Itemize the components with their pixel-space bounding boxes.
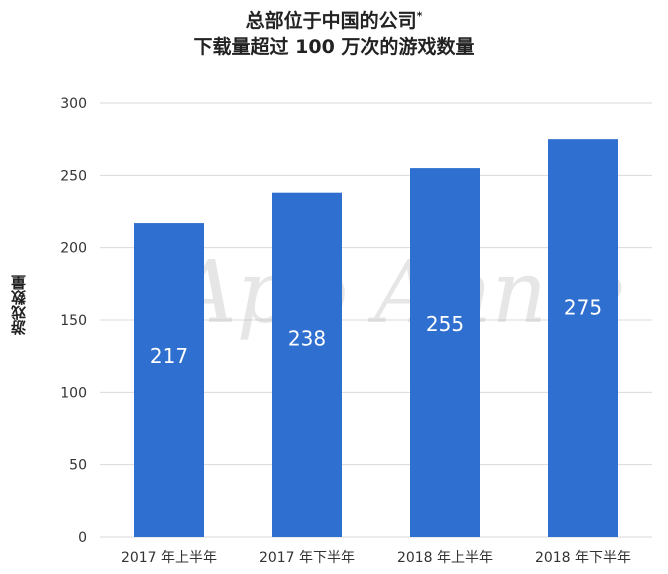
y-tick-label: 250 bbox=[60, 168, 87, 184]
y-tick-label: 50 bbox=[69, 458, 87, 474]
y-tick-label: 300 bbox=[60, 96, 87, 112]
chart-title-line2: 下载量超过 100 万次的游戏数量 bbox=[193, 36, 475, 58]
bar-value-label: 217 bbox=[150, 344, 188, 368]
bar-value-label: 255 bbox=[426, 312, 464, 336]
y-tick-label: 200 bbox=[60, 241, 87, 257]
bar bbox=[548, 139, 618, 537]
bar-value-label: 238 bbox=[288, 326, 326, 350]
x-tick-label: 2017 年上半年 bbox=[121, 550, 217, 566]
x-tick-label: 2018 年下半年 bbox=[535, 550, 631, 566]
x-tick-label: 2018 年上半年 bbox=[397, 550, 493, 566]
bar bbox=[410, 168, 480, 537]
bar bbox=[272, 192, 342, 537]
y-tick-label: 150 bbox=[60, 313, 87, 329]
bar-value-label: 275 bbox=[564, 295, 602, 319]
bar bbox=[134, 223, 204, 537]
y-tick-label: 0 bbox=[78, 530, 87, 546]
x-tick-label: 2017 年下半年 bbox=[259, 550, 355, 566]
y-tick-labels: 0 50 100 150 200 250 300 bbox=[60, 96, 87, 546]
chart-title-line1: 总部位于中国的公司* bbox=[245, 9, 423, 32]
x-tick-labels: 2017 年上半年 2017 年下半年 2018 年上半年 2018 年下半年 bbox=[121, 550, 631, 566]
title-footnote-mark: * bbox=[416, 9, 423, 23]
bars: 217 238 255 275 bbox=[134, 139, 618, 537]
y-tick-label: 100 bbox=[60, 385, 87, 401]
